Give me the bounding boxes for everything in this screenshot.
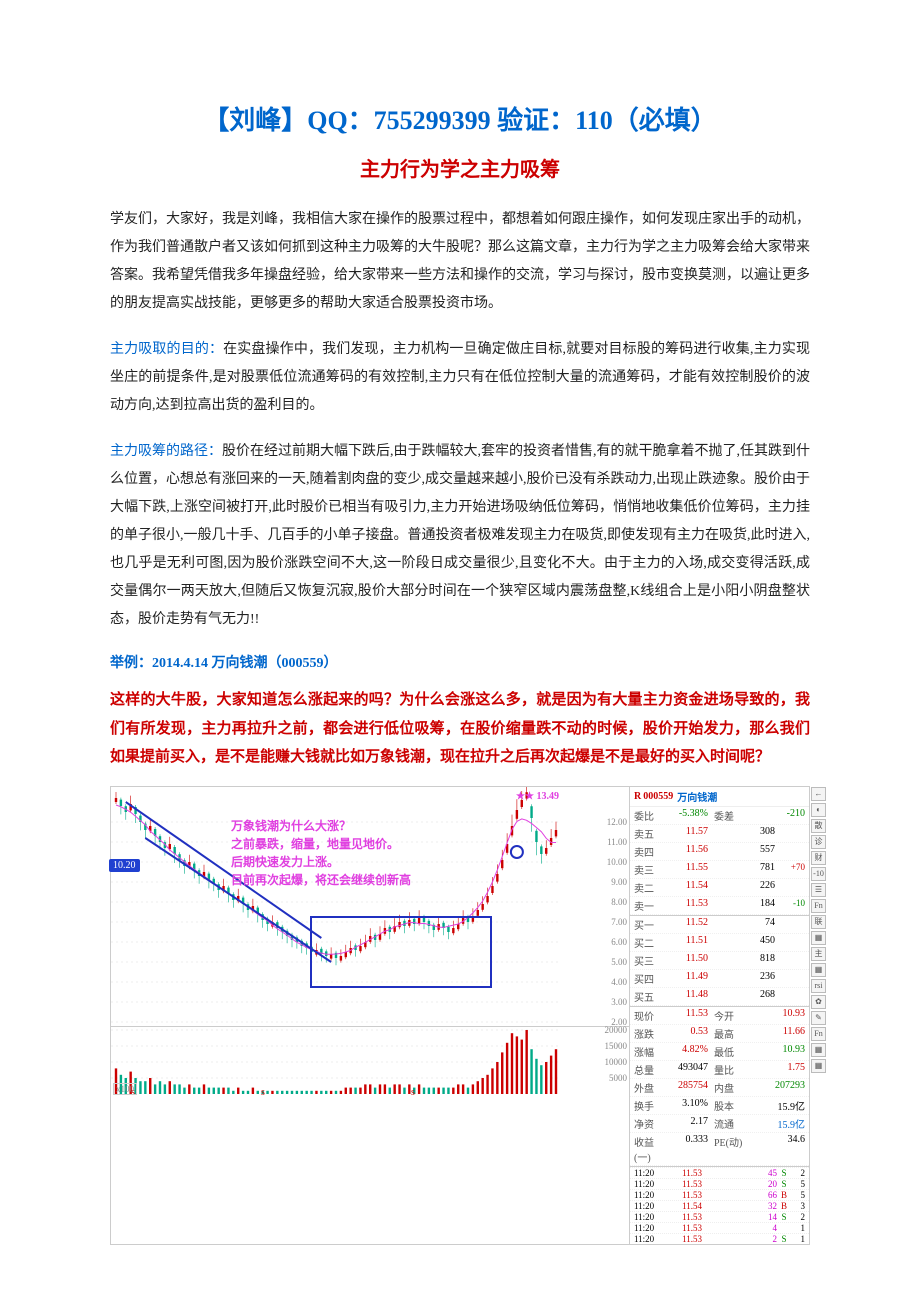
side-icon[interactable]: ▦ bbox=[811, 1059, 826, 1073]
ask-row[interactable]: 卖四11.56557 bbox=[630, 843, 809, 861]
volume-chart[interactable]: sss 5000100001500020000 x100 bbox=[111, 1027, 629, 1097]
stat-row: 涨跌0.53最高11.66 bbox=[630, 1025, 809, 1043]
ask-row[interactable]: 卖一11.53184-10 bbox=[630, 897, 809, 915]
stat-row: 涨幅4.82%最低10.93 bbox=[630, 1043, 809, 1061]
weicha-label: 委差 bbox=[714, 808, 748, 823]
bid-row[interactable]: 买三11.50818 bbox=[630, 952, 809, 970]
svg-text:s: s bbox=[411, 1087, 415, 1097]
side-icon[interactable]: 主 bbox=[811, 947, 826, 961]
ask-row[interactable]: 卖三11.55781+70 bbox=[630, 861, 809, 879]
tick-row: 11:2011.5314S2 bbox=[630, 1211, 809, 1222]
price-chart[interactable]: 2.003.004.005.006.007.008.009.0010.0011.… bbox=[111, 787, 629, 1027]
side-icon[interactable]: ▦ bbox=[811, 963, 826, 977]
side-icon[interactable]: ☰ bbox=[811, 883, 826, 897]
panel-header: R 000559 万向钱潮 bbox=[630, 787, 809, 807]
bid-row[interactable]: 买四11.49236 bbox=[630, 970, 809, 988]
side-icon[interactable]: ✿ bbox=[811, 995, 826, 1009]
ask-row[interactable]: 卖五11.57308 bbox=[630, 825, 809, 843]
purpose-label: 主力吸取的目的： bbox=[110, 342, 223, 357]
side-icon[interactable]: Fn bbox=[811, 1027, 826, 1041]
bid-row[interactable]: 买二11.51450 bbox=[630, 934, 809, 952]
stock-name: 万向钱潮 bbox=[677, 789, 717, 804]
side-icon[interactable]: 联 bbox=[811, 915, 826, 929]
path-paragraph: 主力吸筹的路径：股价在经过前期大幅下跌后,由于跌幅较大,套牢的投资者惜售,有的就… bbox=[110, 438, 810, 634]
weibi-label: 委比 bbox=[634, 808, 668, 823]
price-badge: 10.20 bbox=[109, 859, 140, 872]
bid-row[interactable]: 买一11.5274 bbox=[630, 916, 809, 934]
path-label: 主力吸筹的路径： bbox=[110, 444, 222, 459]
tick-row: 11:2011.5320S5 bbox=[630, 1178, 809, 1189]
bid-row[interactable]: 买五11.48268 bbox=[630, 988, 809, 1006]
ask-levels: 卖五11.57308卖四11.56557卖三11.55781+70卖二11.54… bbox=[630, 825, 809, 915]
side-icon[interactable]: ▦ bbox=[811, 931, 826, 945]
chart-left-panel: 2.003.004.005.006.007.008.009.0010.0011.… bbox=[111, 787, 629, 1244]
sub-title: 主力行为学之主力吸筹 bbox=[110, 153, 810, 182]
side-icon[interactable]: ▦ bbox=[811, 1043, 826, 1057]
tick-list: 11:2011.5345S211:2011.5320S511:2011.5366… bbox=[630, 1166, 809, 1244]
weibi-row: 委比 -5.38% 委差 -210 bbox=[630, 807, 809, 825]
side-icon[interactable]: ◐ bbox=[811, 803, 826, 817]
vol-x100-label: x100 bbox=[113, 1083, 137, 1095]
stat-row: 收益(一)0.333PE(动)34.6 bbox=[630, 1133, 809, 1166]
tick-row: 11:2011.5341 bbox=[630, 1222, 809, 1233]
purpose-paragraph: 主力吸取的目的：在实盘操作中，我们发现，主力机构一旦确定做庄目标,就要对目标股的… bbox=[110, 336, 810, 420]
tick-row: 11:2011.5345S2 bbox=[630, 1167, 809, 1178]
r-flag: R bbox=[634, 791, 641, 802]
stat-row: 净资2.17流通15.9亿 bbox=[630, 1115, 809, 1133]
bid-levels: 买一11.5274买二11.51450买三11.50818买四11.49236买… bbox=[630, 915, 809, 1006]
vol-y-axis: 5000100001500020000 bbox=[597, 1027, 627, 1097]
tick-row: 11:2011.5432B3 bbox=[630, 1200, 809, 1211]
side-icon[interactable]: 财 bbox=[811, 851, 826, 865]
side-icon[interactable]: -10 bbox=[811, 867, 826, 881]
stat-row: 外盘285754内盘207293 bbox=[630, 1079, 809, 1097]
red-question: 这样的大牛股，大家知道怎么涨起来的吗？为什么会涨这么多，就是因为有大量主力资金进… bbox=[110, 686, 810, 772]
side-icon[interactable]: 诊 bbox=[811, 835, 826, 849]
tick-row: 11:2011.532S1 bbox=[630, 1233, 809, 1244]
weibi-value: -5.38% bbox=[668, 808, 708, 823]
order-panel: R 000559 万向钱潮 委比 -5.38% 委差 -210 卖五11.573… bbox=[629, 787, 809, 1244]
tick-row: 11:2011.5366B5 bbox=[630, 1189, 809, 1200]
price-y-axis: 2.003.004.005.006.007.008.009.0010.0011.… bbox=[597, 787, 627, 1026]
example-label: 举例：2014.4.14 万向钱潮（000559） bbox=[110, 652, 810, 672]
main-title: 【刘峰】QQ：755299399 验证：110（必填） bbox=[110, 100, 810, 137]
ask-row[interactable]: 卖二11.54226 bbox=[630, 879, 809, 897]
stat-row: 总量493047量比1.75 bbox=[630, 1061, 809, 1079]
side-icon-column: ← ◐ 散诊财 -10 ☰ Fn 联 ▦ 主 ▦ rsi ✿ ✎ Fn ▦ ▦ bbox=[811, 787, 827, 1073]
weicha-value: -210 bbox=[748, 808, 805, 823]
stats-block: 现价11.53今开10.93涨跌0.53最高11.66涨幅4.82%最低10.9… bbox=[630, 1006, 809, 1166]
chart-container: 2.003.004.005.006.007.008.009.0010.0011.… bbox=[110, 786, 810, 1245]
svg-text:s: s bbox=[261, 1087, 265, 1097]
intro-paragraph: 学友们，大家好，我是刘峰，我相信大家在操作的股票过程中，都想着如何跟庄操作，如何… bbox=[110, 206, 810, 318]
side-icon[interactable]: ✎ bbox=[811, 1011, 826, 1025]
side-icon[interactable]: 散 bbox=[811, 819, 826, 833]
stock-code: 000559 bbox=[643, 791, 673, 802]
stat-row: 现价11.53今开10.93 bbox=[630, 1007, 809, 1025]
stat-row: 换手3.10%股本15.9亿 bbox=[630, 1097, 809, 1115]
side-icon[interactable]: ← bbox=[811, 787, 826, 801]
side-icon[interactable]: rsi bbox=[811, 979, 826, 993]
side-icon[interactable]: Fn bbox=[811, 899, 826, 913]
path-text: 股价在经过前期大幅下跌后,由于跌幅较大,套牢的投资者惜售,有的就干脆拿着不抛了,… bbox=[110, 444, 810, 627]
